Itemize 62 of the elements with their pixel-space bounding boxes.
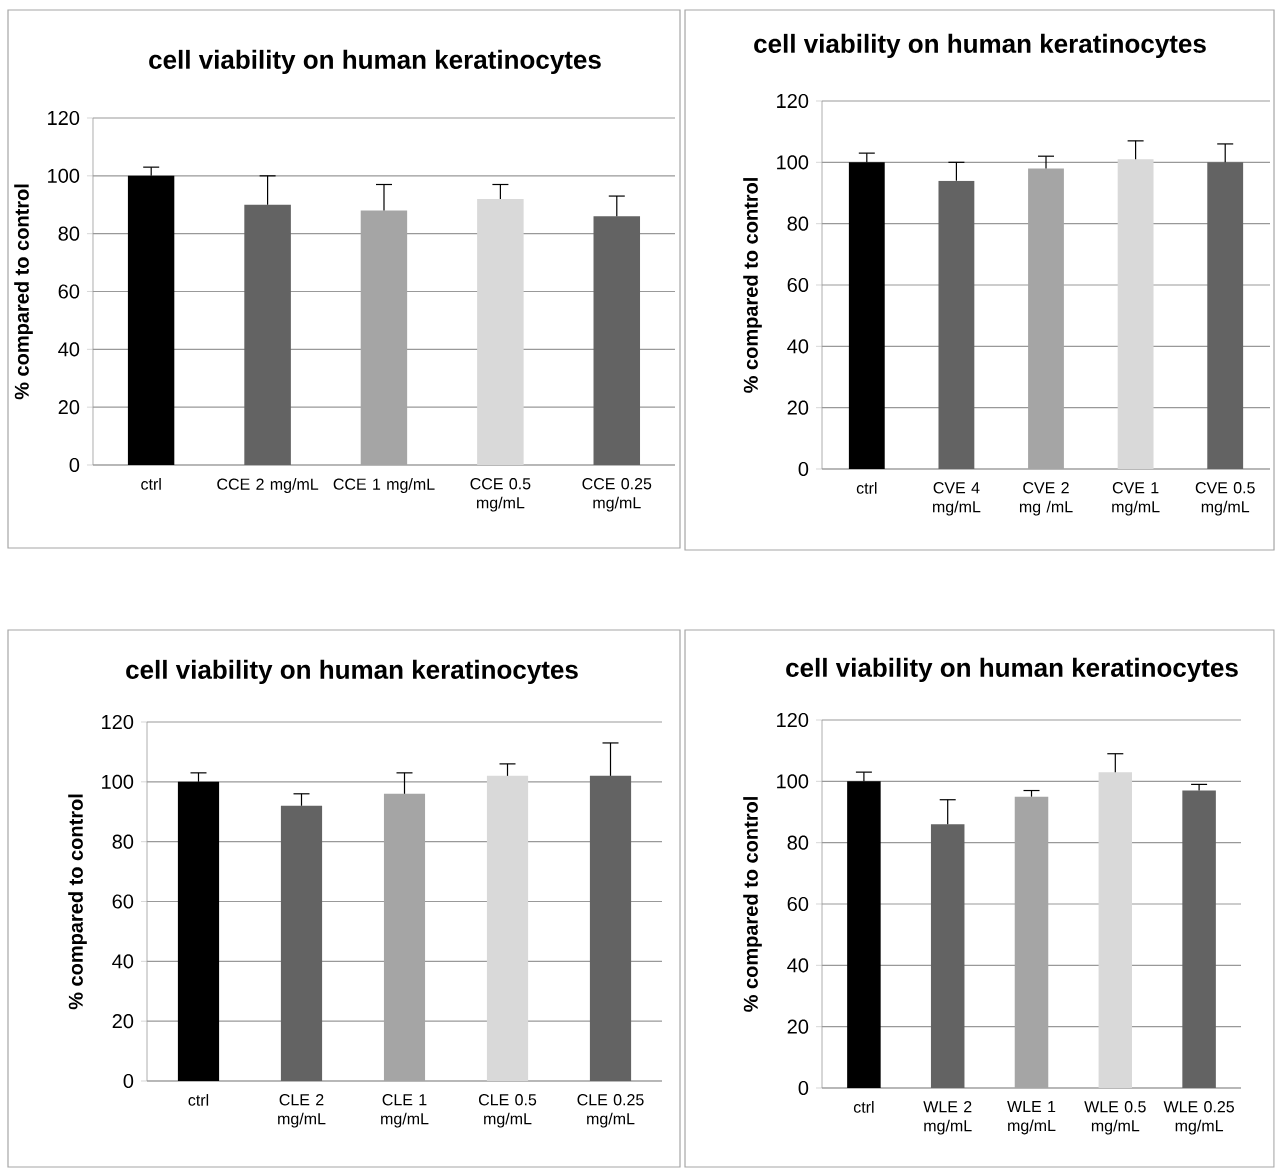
y-tick-label: 60 — [787, 277, 809, 293]
x-tick-label: ctrl — [853, 1101, 874, 1113]
chart-title: cell viability on human keratinocytes — [149, 49, 601, 75]
y-tick-label: 20 — [112, 1014, 134, 1029]
y-axis-title: % compared to control — [68, 794, 87, 1010]
y-tick-label: 20 — [787, 1019, 809, 1034]
y-tick-label: 20 — [58, 400, 80, 415]
x-tick-label: WLE 0.5 mg/mL — [1084, 1101, 1146, 1135]
x-tick-label: CLE 1 mg/mL — [381, 1094, 429, 1128]
x-tick-label: CCE 0.25 mg/mL — [582, 478, 652, 512]
y-tick-label: 100 — [102, 774, 134, 789]
x-tick-label: CCE 0.5 mg/mL — [470, 478, 531, 512]
y-tick-label: 60 — [58, 284, 80, 299]
x-tick-label: CLE 0.5 mg/mL — [478, 1094, 537, 1128]
y-tick-label: 80 — [787, 835, 809, 850]
chart-title: cell viability on human keratinocytes — [126, 659, 578, 685]
y-tick-label: 120 — [777, 93, 809, 109]
x-tick-label: ctrl — [141, 478, 161, 490]
bar — [1098, 772, 1133, 1088]
chart-title: cell viability on human keratinocytes — [754, 33, 1206, 59]
bar — [486, 775, 529, 1081]
x-tick-label: ctrl — [856, 482, 877, 494]
x-tick-label: CLE 2 mg/mL — [278, 1094, 326, 1128]
y-tick-label: 100 — [48, 168, 80, 183]
y-tick-label: 120 — [777, 712, 809, 728]
x-tick-label: ctrl — [188, 1094, 209, 1106]
y-tick-label: 0 — [123, 1073, 134, 1089]
bar — [1182, 790, 1216, 1088]
x-tick-label: CLE 0.25 mg/mL — [577, 1094, 644, 1128]
y-tick-label: 80 — [58, 226, 80, 241]
y-tick-label: 80 — [112, 834, 134, 849]
x-tick-label: WLE 2 mg/mL — [923, 1101, 972, 1135]
y-tick-label: 0 — [69, 457, 80, 473]
x-tick-label: WLE 1 mg/mL — [1007, 1101, 1056, 1135]
y-tick-label: 40 — [787, 339, 809, 354]
y-tick-label: 60 — [787, 896, 809, 912]
y-axis-title: % compared to control — [743, 178, 762, 393]
x-tick-label: CCE 2 mg/mL — [217, 478, 319, 493]
y-tick-label: 40 — [58, 342, 80, 357]
x-tick-label: CVE 4 mg/mL — [933, 482, 981, 516]
x-tick-label: CVE 1 mg/mL — [1112, 482, 1160, 516]
y-tick-label: 20 — [787, 400, 809, 415]
y-tick-label: 40 — [112, 954, 134, 969]
x-tick-label: WLE 0.25 mg/mL — [1163, 1101, 1234, 1135]
x-tick-label: CCE 1 mg/mL — [333, 478, 435, 493]
bar — [589, 775, 632, 1081]
y-tick-label: 80 — [787, 216, 809, 231]
y-tick-label: 100 — [777, 155, 809, 170]
y-tick-label: 40 — [787, 958, 809, 973]
chart-title: cell viability on human keratinocytes — [786, 657, 1238, 683]
y-tick-label: 0 — [798, 1080, 809, 1096]
x-tick-label: CVE 2 mg /mL — [1019, 482, 1073, 516]
x-tick-label: CVE 0.5 mg/mL — [1195, 482, 1255, 516]
y-tick-label: 0 — [798, 461, 809, 477]
y-tick-label: 100 — [777, 774, 809, 789]
y-axis-title: % compared to control — [743, 797, 762, 1012]
y-axis-title: % compared to control — [14, 184, 33, 400]
y-tick-label: 120 — [48, 110, 80, 126]
y-tick-label: 120 — [102, 714, 134, 730]
bar — [280, 805, 323, 1081]
y-tick-label: 60 — [112, 894, 134, 909]
bar — [930, 824, 965, 1088]
